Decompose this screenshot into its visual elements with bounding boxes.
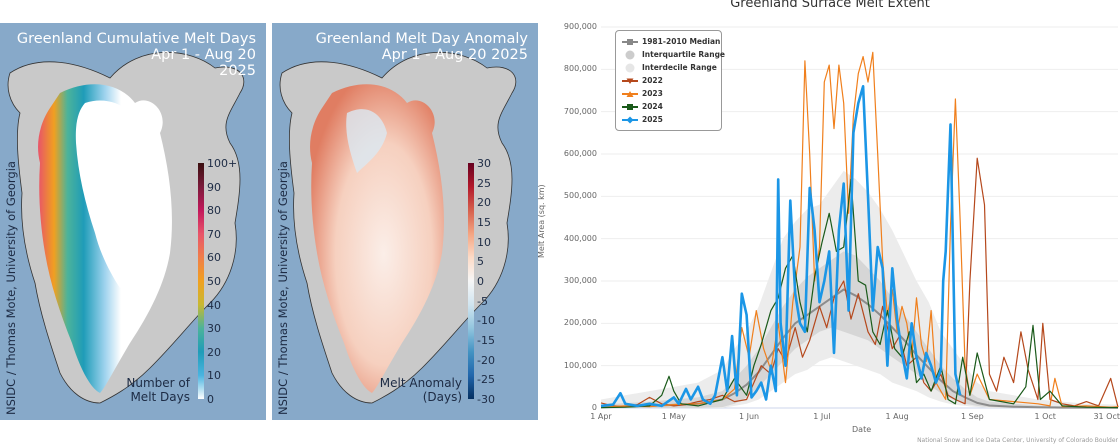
colorbar-tick: 0 bbox=[207, 393, 214, 406]
legend-symbol-triangle-up-icon bbox=[622, 89, 638, 99]
colorbar-tick: 30 bbox=[477, 157, 491, 170]
legend-symbol-circle-icon bbox=[622, 50, 638, 60]
legend-item[interactable]: Interquartile Range bbox=[622, 49, 725, 61]
map-title-line2: Apr 1 - Aug 20 bbox=[151, 47, 256, 63]
map-title: Greenland Melt Day Anomaly Apr 1 - Aug 2… bbox=[316, 31, 528, 63]
y-tick-label: 300,000 bbox=[563, 276, 597, 285]
colorbar-tick: 0 bbox=[477, 275, 484, 288]
legend-item[interactable]: 2025 bbox=[622, 114, 663, 126]
y-tick-label: 500,000 bbox=[563, 191, 597, 201]
legend-label: Interdecile Range bbox=[642, 63, 717, 72]
y-tick-label: 600,000 bbox=[563, 149, 597, 158]
y-tick-label: 100,000 bbox=[563, 360, 597, 370]
y-tick-label: 200,000 bbox=[563, 318, 597, 328]
y-tick-label: 800,000 bbox=[563, 64, 597, 74]
legend-symbol-diamond-icon bbox=[622, 115, 638, 125]
map-title-line3: 2025 bbox=[219, 63, 256, 79]
colorbar-label: Number of Melt Days bbox=[126, 376, 190, 404]
colorbar-label-line1: Number of bbox=[126, 376, 190, 390]
x-tick-label: 1 Apr bbox=[590, 412, 612, 421]
legend-symbol-circle-icon bbox=[622, 63, 638, 73]
interquartile-range-band bbox=[601, 251, 1118, 408]
legend-label: 2025 bbox=[642, 115, 663, 124]
x-tick-label: 1 Jun bbox=[738, 412, 760, 421]
x-tick-label: 31 Oct bbox=[1093, 412, 1120, 421]
colorbar-tick: 5 bbox=[477, 255, 484, 269]
x-axis-title: Date bbox=[852, 425, 872, 434]
ice-sheet-anomaly bbox=[310, 84, 444, 394]
greenland-map-cumulative bbox=[7, 51, 245, 404]
colorbar-tick: -20 bbox=[477, 353, 495, 367]
y-tick-label: 700,000 bbox=[563, 106, 597, 116]
chart-title: Greenland Surface Melt Extent bbox=[730, 0, 930, 11]
greenland-map-anomaly bbox=[279, 51, 517, 404]
y-axis-title: Melt Area (sq. km) bbox=[537, 184, 546, 258]
x-tick-label: 1 May bbox=[661, 412, 686, 421]
colorbar-tick: 90 bbox=[207, 180, 221, 194]
chart-plot-area bbox=[600, 26, 1119, 409]
legend-label: Interquartile Range bbox=[642, 50, 726, 59]
y-tick-label: 400,000 bbox=[563, 233, 597, 243]
colorbar-tick: 80 bbox=[207, 204, 221, 218]
ice-sheet-interior bbox=[75, 100, 156, 289]
legend-item[interactable]: 2023 bbox=[622, 88, 663, 100]
x-tick-label: 1 Jul bbox=[813, 412, 831, 421]
series-line-2022 bbox=[600, 157, 1119, 408]
legend-item[interactable]: 2022 bbox=[622, 75, 663, 87]
x-tick-label: 1 Aug bbox=[885, 412, 909, 421]
map-credit: NSIDC / Thomas Mote, University of Georg… bbox=[4, 161, 18, 415]
y-tick-label: 0 bbox=[591, 403, 597, 412]
map-title-line2: Apr 1 - Aug 20 2025 bbox=[381, 47, 528, 63]
colorbar-tick: -10 bbox=[477, 314, 495, 328]
legend-label: 2024 bbox=[642, 102, 663, 111]
map-title: Greenland Cumulative Melt Days Apr 1 - A… bbox=[17, 31, 256, 79]
colorbar-melt-days bbox=[198, 163, 204, 399]
colorbar-tick: 60 bbox=[207, 251, 221, 265]
colorbar-tick: 20 bbox=[207, 345, 221, 359]
colorbar-tick: 50 bbox=[207, 275, 221, 288]
chart-credit: National Snow and Ice Data Center, Unive… bbox=[917, 437, 1118, 444]
x-tick-label: 1 Oct bbox=[1034, 412, 1056, 421]
colorbar-tick: -25 bbox=[477, 373, 495, 387]
legend-symbol-square-icon bbox=[622, 37, 638, 47]
colorbar-tick: -5 bbox=[477, 294, 488, 308]
colorbar-tick: 10 bbox=[207, 369, 221, 383]
legend-item[interactable]: 2024 bbox=[622, 101, 663, 113]
colorbar-tick: 20 bbox=[477, 196, 491, 210]
legend-label: 2022 bbox=[642, 76, 663, 85]
colorbar-tick: 100+ bbox=[207, 157, 238, 170]
map-title-line1: Greenland Cumulative Melt Days bbox=[16, 31, 256, 47]
melt-anomaly-map: Greenland Melt Day Anomaly Apr 1 - Aug 2… bbox=[272, 23, 538, 420]
series-line-2025 bbox=[600, 85, 962, 408]
colorbar-anomaly bbox=[468, 163, 474, 399]
legend-item[interactable]: 1981-2010 Median bbox=[622, 36, 720, 48]
legend-label: 1981-2010 Median bbox=[642, 37, 721, 46]
map-credit: NSIDC / Thomas Mote, University of Georg… bbox=[276, 161, 290, 415]
colorbar-tick: 25 bbox=[477, 176, 491, 190]
x-tick-label: 1 Sep bbox=[961, 412, 984, 421]
colorbar-tick: -15 bbox=[477, 334, 495, 347]
legend-label: 2023 bbox=[642, 89, 663, 98]
colorbar-tick: 30 bbox=[207, 322, 221, 336]
colorbar-label: Melt Anomaly (Days) bbox=[380, 376, 462, 404]
melt-extent-chart: Greenland Surface Melt Extent 0 100,000 20… bbox=[537, 0, 1120, 446]
colorbar-tick: 10 bbox=[477, 235, 491, 249]
colorbar-tick: -30 bbox=[477, 393, 495, 406]
colorbar-label-line1: Melt Anomaly bbox=[379, 376, 462, 390]
anomaly-negative-patch bbox=[346, 109, 387, 173]
colorbar-tick: 40 bbox=[207, 298, 221, 312]
map-title-line1: Greenland Melt Day Anomaly bbox=[315, 31, 528, 47]
colorbar-label-line2: Melt Days bbox=[130, 390, 190, 404]
legend-symbol-square-icon bbox=[622, 102, 638, 112]
cumulative-melt-days-map: Greenland Cumulative Melt Days Apr 1 - A… bbox=[0, 23, 266, 420]
y-tick-label: 900,000 bbox=[563, 22, 597, 31]
legend-symbol-triangle-down-icon bbox=[622, 76, 638, 86]
chart-legend: 1981-2010 Median Interquartile Range Inter… bbox=[615, 30, 725, 131]
colorbar-tick: 15 bbox=[477, 216, 491, 229]
series-line-2024 bbox=[600, 178, 1119, 409]
colorbar-tick: 70 bbox=[207, 227, 221, 241]
colorbar-label-line2: (Days) bbox=[422, 390, 462, 404]
legend-item[interactable]: Interdecile Range bbox=[622, 62, 717, 74]
